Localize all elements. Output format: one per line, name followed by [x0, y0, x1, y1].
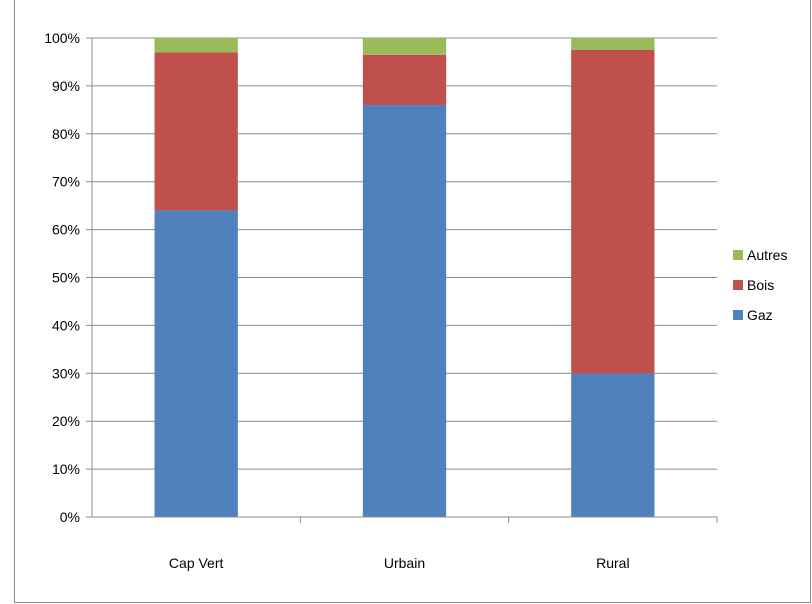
bar-autres-cap-vert — [154, 38, 238, 53]
y-tick-labels: 0% 10% 20% 30% 40% 50% 60% 70% 80% 90% 100% — [44, 30, 80, 525]
x-tick-label: Urbain — [384, 555, 425, 571]
y-tick-label: 70% — [52, 174, 80, 190]
bar-bois-rural — [571, 49, 655, 374]
y-tick-label: 0% — [60, 509, 80, 525]
legend-swatch-autres — [733, 250, 743, 260]
y-tick-label: 100% — [44, 30, 80, 46]
x-tick-labels: Cap Vert Urbain Rural — [169, 555, 630, 571]
y-tick-label: 80% — [52, 126, 80, 142]
y-tick-label: 90% — [52, 78, 80, 94]
bar-gaz-rural — [571, 373, 655, 517]
legend: Autres Bois Gaz — [733, 247, 787, 323]
bar-autres-urbain — [362, 38, 447, 55]
bar-gaz-urbain — [362, 105, 447, 517]
bar-bois-urbain — [362, 54, 447, 106]
y-tick-label: 60% — [52, 222, 80, 238]
y-tick-label: 10% — [52, 461, 80, 477]
y-tick-label: 40% — [52, 317, 80, 333]
legend-label-bois: Bois — [747, 277, 774, 293]
y-tick-label: 30% — [52, 365, 80, 381]
bars — [154, 38, 655, 517]
x-tick-label: Cap Vert — [169, 555, 224, 571]
axes — [86, 37, 718, 523]
bar-gaz-cap-vert — [154, 210, 238, 517]
y-tick-label: 20% — [52, 413, 80, 429]
bar-bois-cap-vert — [154, 52, 238, 211]
bar-autres-rural — [571, 38, 655, 50]
legend-label-autres: Autres — [747, 247, 787, 263]
legend-swatch-gaz — [733, 310, 743, 320]
legend-swatch-bois — [733, 280, 743, 290]
legend-label-gaz: Gaz — [747, 307, 773, 323]
y-tick-label: 50% — [52, 270, 80, 286]
x-tick-label: Rural — [596, 555, 629, 571]
